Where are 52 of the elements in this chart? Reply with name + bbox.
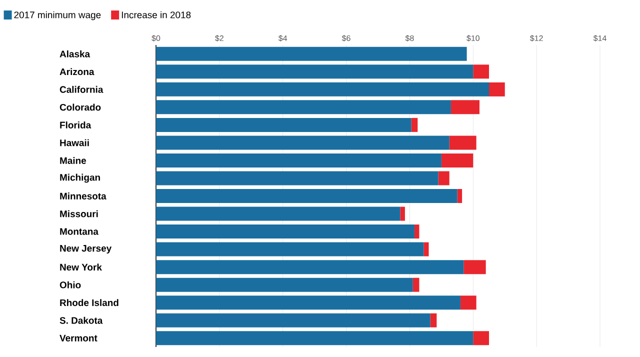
bar	[473, 64, 490, 79]
bar	[430, 313, 437, 328]
y-tick-label: Rhode Island	[60, 299, 118, 306]
legend-label: 2017 minimum wage	[14, 11, 101, 20]
y-tick-label: California	[60, 86, 104, 93]
y-tick-label: Missouri	[60, 210, 98, 218]
bar	[156, 100, 451, 114]
y-tick-label: Minnesota	[60, 192, 106, 200]
y-tick-label: Ohio	[60, 281, 81, 288]
bar	[438, 171, 450, 186]
y-tick-label: S. Dakota	[60, 316, 103, 324]
bar	[156, 64, 474, 79]
y-tick-label: Michigan	[60, 174, 100, 183]
bar	[156, 118, 412, 132]
bar	[156, 136, 450, 150]
bar	[400, 206, 405, 221]
bar	[156, 46, 467, 61]
bar	[457, 189, 462, 203]
bar	[460, 296, 476, 310]
y-tick-label: Hawaii	[60, 139, 89, 146]
bar	[489, 82, 505, 96]
y-tick-label: Florida	[60, 121, 92, 128]
bar	[412, 278, 420, 292]
bar	[156, 313, 430, 328]
y-tick-label: Colorado	[60, 104, 101, 111]
bar	[156, 206, 400, 221]
bar	[156, 278, 413, 292]
bar	[424, 242, 429, 256]
y-tick-label: Maine	[60, 156, 86, 164]
bar	[450, 100, 480, 114]
bar	[156, 296, 460, 310]
bar	[156, 153, 442, 168]
bar	[464, 260, 486, 274]
bar	[156, 189, 458, 203]
bar	[449, 136, 476, 150]
y-tick-label: New York	[60, 264, 102, 271]
bar	[156, 224, 414, 239]
y-tick-label: Montana	[60, 228, 98, 235]
bar	[473, 331, 490, 346]
y-tick-label: Alaska	[60, 50, 90, 58]
bar	[156, 171, 438, 186]
bar	[156, 242, 424, 256]
y-tick-label: Arizona	[60, 68, 94, 76]
bar	[156, 331, 474, 346]
legend-label: Increase in 2018	[122, 11, 191, 18]
bar	[441, 153, 474, 168]
y-tick-label: New Jersey	[60, 245, 112, 254]
bar	[156, 82, 490, 96]
bar	[414, 224, 420, 239]
bar	[156, 260, 464, 274]
bar	[411, 118, 418, 132]
y-tick-label: Vermont	[60, 334, 98, 342]
